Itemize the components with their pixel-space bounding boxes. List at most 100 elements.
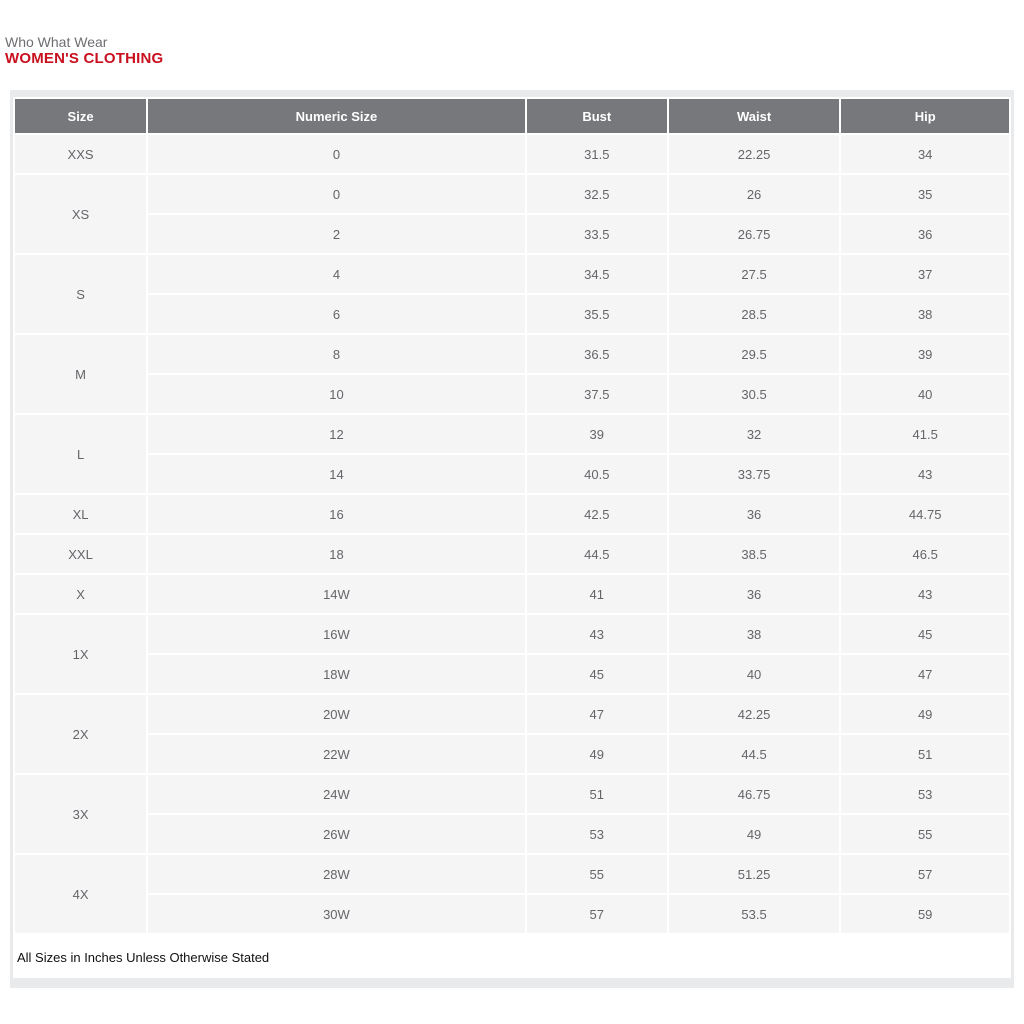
size-chart-body: XXS 0 31.5 22.25 34 XS 0 32.5 26 35 2 33.5 26.75 36 S 4…	[15, 135, 1009, 934]
table-row: 2X 20W 47 42.25 49	[15, 695, 1009, 774]
waist-cell: 29.5	[668, 335, 840, 374]
hip-cell: 46.5	[841, 535, 1009, 574]
size-group-cell: 1X	[15, 615, 147, 694]
column-header-waist: Waist	[668, 99, 840, 134]
bust-cell: 35.5	[526, 295, 667, 334]
hip-cell: 37	[841, 255, 1009, 294]
size-chart-inner: Size Numeric Size Bust Waist Hip XXS 0 31.…	[13, 97, 1011, 979]
table-row: XS 0 32.5 26 35	[15, 175, 1009, 254]
table-row: L 12 39 32 41.5	[15, 415, 1009, 494]
table-header-row: Size Numeric Size Bust Waist Hip	[15, 99, 1009, 134]
size-group-cell: S	[15, 255, 147, 334]
waist-cell: 38.5	[668, 535, 840, 574]
table-row: 30W 57 53.5 59	[15, 895, 1009, 934]
waist-cell: 26.75	[668, 215, 840, 254]
numeric-size-cell: 16	[148, 495, 525, 534]
hip-cell: 41.5	[841, 415, 1009, 454]
numeric-size-cell: 20W	[148, 695, 525, 734]
waist-cell: 33.75	[668, 455, 840, 494]
hip-cell: 43	[841, 575, 1009, 614]
table-row: 1X 16W 43 38 45	[15, 615, 1009, 694]
waist-cell: 27.5	[668, 255, 840, 294]
waist-cell: 49	[668, 815, 840, 854]
numeric-size-cell: 10	[148, 375, 525, 414]
hip-cell: 55	[841, 815, 1009, 854]
table-row: 3X 24W 51 46.75 53	[15, 775, 1009, 854]
waist-cell: 26	[668, 175, 840, 214]
waist-cell: 38	[668, 615, 840, 654]
brand-title: Who What Wear	[5, 34, 108, 50]
bust-cell: 55	[526, 855, 667, 894]
hip-cell: 35	[841, 175, 1009, 214]
waist-cell: 32	[668, 415, 840, 454]
numeric-size-cell: 0	[148, 175, 525, 214]
numeric-size-cell: 4	[148, 255, 525, 294]
column-header-bust: Bust	[526, 99, 667, 134]
hip-cell: 57	[841, 855, 1009, 894]
numeric-size-cell: 14W	[148, 575, 525, 614]
hip-cell: 53	[841, 775, 1009, 814]
bust-cell: 40.5	[526, 455, 667, 494]
page-title: WOMEN'S CLOTHING	[5, 50, 164, 68]
bust-cell: 41	[526, 575, 667, 614]
bust-cell: 37.5	[526, 375, 667, 414]
bust-cell: 51	[526, 775, 667, 814]
numeric-size-cell: 30W	[148, 895, 525, 934]
numeric-size-cell: 24W	[148, 775, 525, 814]
size-group-cell: 4X	[15, 855, 147, 934]
bust-cell: 43	[526, 615, 667, 654]
size-group-cell: L	[15, 415, 147, 494]
waist-cell: 36	[668, 575, 840, 614]
waist-cell: 42.25	[668, 695, 840, 734]
table-row: 6 35.5 28.5 38	[15, 295, 1009, 334]
table-row: XL 16 42.5 36 44.75	[15, 495, 1009, 534]
size-group-cell: XL	[15, 495, 147, 534]
numeric-size-cell: 28W	[148, 855, 525, 894]
hip-cell: 49	[841, 695, 1009, 734]
size-group-cell: M	[15, 335, 147, 414]
bust-cell: 31.5	[526, 135, 667, 174]
numeric-size-cell: 14	[148, 455, 525, 494]
size-group-cell: XXL	[15, 535, 147, 574]
numeric-size-cell: 12	[148, 415, 525, 454]
bust-cell: 57	[526, 895, 667, 934]
table-row: M 8 36.5 29.5 39	[15, 335, 1009, 414]
numeric-size-cell: 18	[148, 535, 525, 574]
hip-cell: 40	[841, 375, 1009, 414]
numeric-size-cell: 0	[148, 135, 525, 174]
size-group-cell: 3X	[15, 775, 147, 854]
bust-cell: 49	[526, 735, 667, 774]
numeric-size-cell: 6	[148, 295, 525, 334]
size-group-cell: X	[15, 575, 147, 614]
bust-cell: 44.5	[526, 535, 667, 574]
footnote: All Sizes in Inches Unless Otherwise Sta…	[13, 935, 1011, 979]
size-chart-container: Size Numeric Size Bust Waist Hip XXS 0 31.…	[10, 90, 1014, 989]
hip-cell: 39	[841, 335, 1009, 374]
waist-cell: 44.5	[668, 735, 840, 774]
numeric-size-cell: 18W	[148, 655, 525, 694]
bust-cell: 39	[526, 415, 667, 454]
waist-cell: 40	[668, 655, 840, 694]
table-row: 26W 53 49 55	[15, 815, 1009, 854]
table-row: X 14W 41 36 43	[15, 575, 1009, 614]
hip-cell: 38	[841, 295, 1009, 334]
numeric-size-cell: 16W	[148, 615, 525, 654]
bust-cell: 42.5	[526, 495, 667, 534]
column-header-hip: Hip	[841, 99, 1009, 134]
bust-cell: 33.5	[526, 215, 667, 254]
numeric-size-cell: 26W	[148, 815, 525, 854]
numeric-size-cell: 8	[148, 335, 525, 374]
numeric-size-cell: 2	[148, 215, 525, 254]
bust-cell: 32.5	[526, 175, 667, 214]
hip-cell: 51	[841, 735, 1009, 774]
hip-cell: 36	[841, 215, 1009, 254]
bust-cell: 53	[526, 815, 667, 854]
column-header-size: Size	[15, 99, 147, 134]
page-header: Who What Wear WOMEN'S CLOTHING	[0, 0, 1024, 67]
numeric-size-cell: 22W	[148, 735, 525, 774]
waist-cell: 51.25	[668, 855, 840, 894]
table-row: 18W 45 40 47	[15, 655, 1009, 694]
hip-cell: 59	[841, 895, 1009, 934]
hip-cell: 43	[841, 455, 1009, 494]
